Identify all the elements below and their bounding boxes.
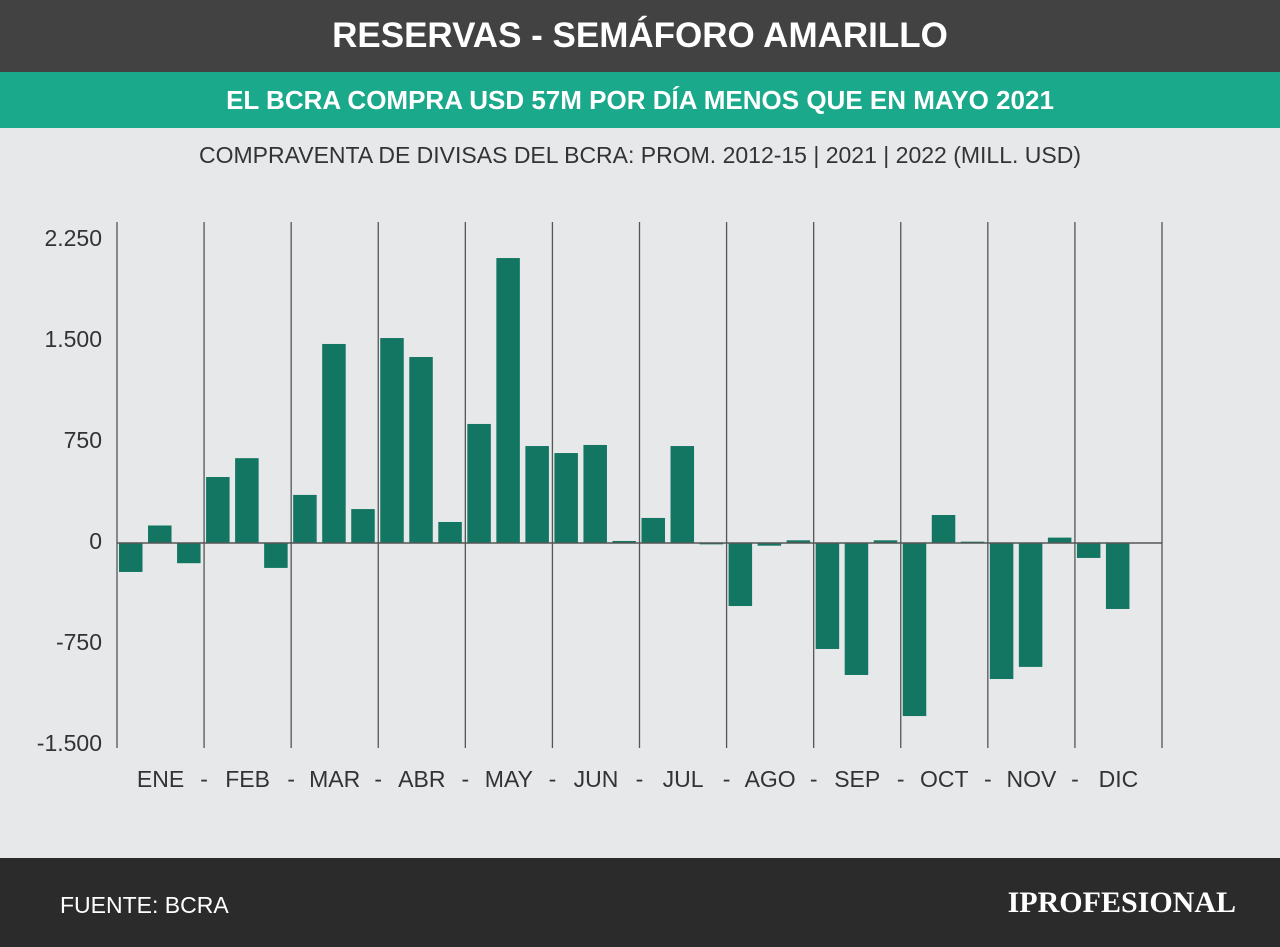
bar [670, 446, 695, 543]
bar [119, 543, 143, 572]
bar [235, 458, 259, 543]
bar [409, 357, 433, 543]
x-tick-label: DIC [1099, 766, 1139, 792]
bar [525, 446, 549, 543]
bar [931, 514, 956, 543]
bar [496, 258, 520, 543]
bar [554, 453, 578, 543]
bar [612, 540, 636, 543]
category-separator: - [374, 766, 382, 792]
title: RESERVAS - SEMÁFORO AMARILLO [0, 0, 1280, 72]
y-tick-label: -1.500 [37, 730, 102, 756]
category-separator: - [549, 766, 557, 792]
category-separator: - [1071, 766, 1079, 792]
bar [322, 343, 346, 543]
bar [1076, 543, 1101, 558]
bar [786, 540, 811, 543]
x-tick-label: OCT [920, 766, 969, 792]
x-tick-label: NOV [1006, 766, 1057, 792]
x-tick-label: JUN [574, 766, 619, 792]
x-tick-label: ABR [398, 766, 445, 792]
bar [148, 525, 172, 543]
x-tick-label: FEB [225, 766, 270, 792]
x-tick-label: SEP [834, 766, 880, 792]
bar [177, 543, 201, 564]
bar [583, 444, 607, 543]
bar [380, 338, 404, 543]
x-tick-label: AGO [745, 766, 796, 792]
bar [728, 543, 753, 607]
bar [989, 543, 1014, 680]
category-separator: - [461, 766, 469, 792]
category-separator: - [200, 766, 208, 792]
bar [844, 543, 869, 675]
y-tick-label: 1.500 [44, 326, 102, 352]
bar [902, 543, 927, 717]
y-tick-label: -750 [56, 629, 102, 655]
y-tick-label: 0 [89, 528, 102, 554]
y-tick-label: 2.250 [44, 225, 102, 251]
category-separator: - [984, 766, 992, 792]
brand: IPROFESIONAL [1007, 886, 1236, 919]
category-separator: - [810, 766, 818, 792]
caption: COMPRAVENTA DE DIVISAS DEL BCRA: PROM. 2… [199, 142, 1081, 168]
bar [351, 509, 375, 543]
bar [1018, 543, 1043, 667]
bar [873, 540, 898, 543]
x-tick-label: MAY [485, 766, 533, 792]
bar [264, 543, 288, 568]
bar [293, 494, 317, 543]
category-separator: - [897, 766, 905, 792]
category-separator: - [287, 766, 295, 792]
bar [1105, 543, 1130, 609]
x-tick-label: JUL [663, 766, 704, 792]
x-tick-label: MAR [309, 766, 360, 792]
bar [467, 423, 491, 543]
bar [1047, 537, 1072, 543]
category-separator: - [723, 766, 731, 792]
x-tick-label: ENE [137, 766, 184, 792]
category-separator: - [636, 766, 644, 792]
bar [641, 517, 666, 543]
bar [206, 477, 230, 543]
bar [438, 521, 462, 543]
y-tick-label: 750 [64, 427, 102, 453]
footer: FUENTE: BCRA IPROFESIONAL [0, 858, 1280, 947]
source: FUENTE: BCRA [60, 892, 229, 918]
bar [815, 543, 840, 649]
subtitle: EL BCRA COMPRA USD 57M POR DÍA MENOS QUE… [0, 72, 1280, 128]
bar [757, 543, 782, 546]
